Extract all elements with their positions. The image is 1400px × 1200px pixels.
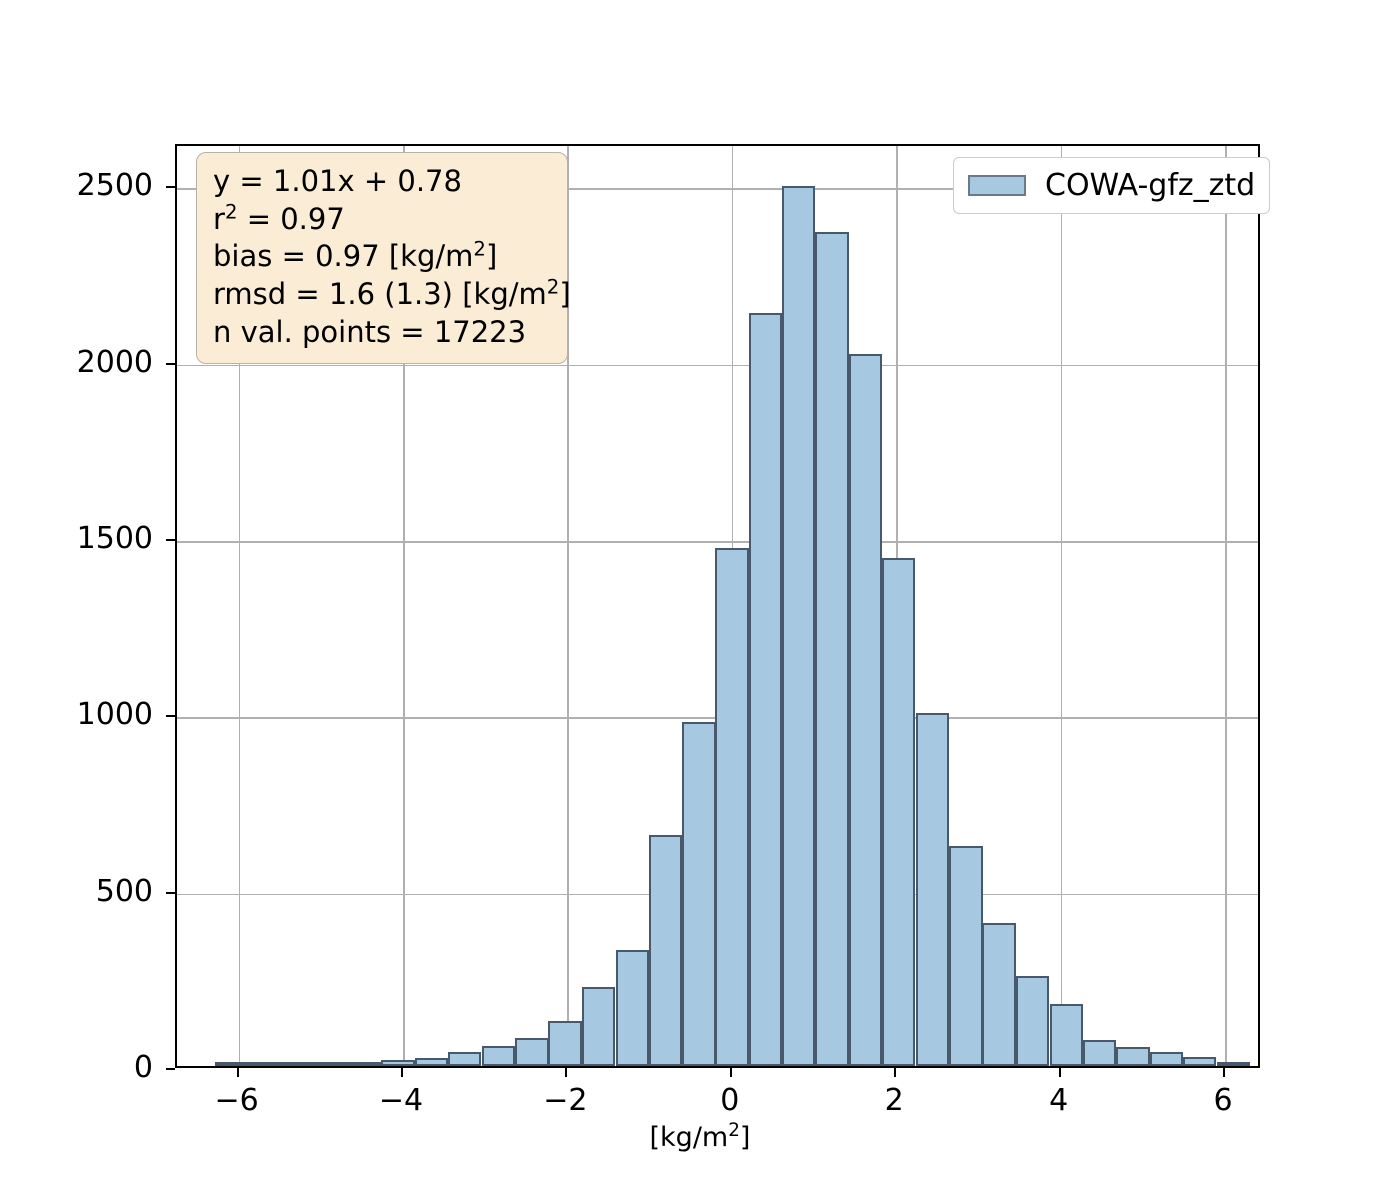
x-tick-mark-0 xyxy=(729,1068,732,1077)
y-tick-label-500: 500 xyxy=(95,873,153,909)
histogram-bar xyxy=(1082,1039,1116,1066)
y-tick-mark-1500 xyxy=(166,538,175,541)
x-tick-mark-neg2 xyxy=(565,1068,568,1077)
histogram-bar xyxy=(715,547,749,1066)
x-tick-mark-4 xyxy=(1058,1068,1061,1077)
histogram-bar xyxy=(1216,1062,1250,1066)
legend-label-cowa-gfz-ztd: COWA-gfz_ztd xyxy=(1045,168,1256,203)
x-axis-label: [kg/m2] xyxy=(649,1120,751,1153)
x-tick-label-neg4: −4 xyxy=(378,1083,424,1118)
histogram-bar xyxy=(347,1061,382,1066)
gridline-vertical-neg4 xyxy=(403,146,405,1066)
histogram-bar xyxy=(615,949,650,1066)
y-tick-label-1500: 1500 xyxy=(76,520,153,556)
gridline-horizontal-2000 xyxy=(177,364,1258,367)
x-tick-mark-neg4 xyxy=(401,1068,404,1077)
histogram-bar xyxy=(247,1062,281,1066)
histogram-bar xyxy=(982,923,1016,1066)
histogram-bar xyxy=(949,845,983,1066)
stats-annotation-box: y = 1.01x + 0.78 r2 = 0.97 bias = 0.97 [kg… xyxy=(196,152,571,365)
y-tick-mark-2000 xyxy=(166,362,175,365)
histogram-bar xyxy=(1182,1057,1217,1066)
histogram-bar xyxy=(314,1062,349,1066)
gridline-vertical-6 xyxy=(1225,146,1227,1066)
histogram-bar xyxy=(448,1051,482,1066)
histogram-bar xyxy=(882,558,916,1066)
histogram-bar xyxy=(1049,1004,1084,1066)
histogram-bar xyxy=(1116,1046,1150,1066)
histogram-bar xyxy=(381,1060,415,1066)
gridline-vertical-neg2 xyxy=(567,146,570,1066)
y-tick-mark-0 xyxy=(166,1068,175,1070)
stat-line-bias: bias = 0.97 [kg/m2] xyxy=(213,237,498,274)
x-tick-label-6: 6 xyxy=(1213,1083,1233,1118)
histogram-bar xyxy=(1015,976,1050,1066)
histogram-bar xyxy=(915,713,950,1066)
gridline-vertical-4 xyxy=(1060,146,1063,1066)
gridline-vertical-neg6 xyxy=(238,146,241,1066)
histogram-bar xyxy=(748,313,783,1066)
x-tick-mark-2 xyxy=(894,1068,897,1077)
histogram-bar xyxy=(815,231,849,1066)
x-tick-label-2: 2 xyxy=(884,1083,904,1118)
histogram-bar xyxy=(682,722,716,1066)
y-tick-mark-1000 xyxy=(166,715,175,718)
stat-line-rmsd: rmsd = 1.6 (1.3) [kg/m2] xyxy=(213,275,571,312)
gridline-horizontal-2500 xyxy=(177,188,1258,190)
histogram-bar xyxy=(581,986,616,1066)
histogram-bar xyxy=(481,1045,516,1066)
stat-line-r2: r2 = 0.97 xyxy=(213,200,345,236)
y-tick-label-2000: 2000 xyxy=(76,344,153,380)
y-tick-mark-2500 xyxy=(166,186,175,189)
x-tick-mark-6 xyxy=(1223,1068,1225,1077)
legend-swatch-cowa-gfz-ztd xyxy=(968,175,1026,196)
stat-line-npoints: n val. points = 17223 xyxy=(213,314,527,349)
legend[interactable]: COWA-gfz_ztd xyxy=(953,157,1271,214)
y-tick-label-2500: 2500 xyxy=(76,168,153,204)
histogram-bar xyxy=(781,186,816,1066)
x-tick-label-0: 0 xyxy=(720,1083,740,1118)
x-tick-label-4: 4 xyxy=(1049,1083,1069,1118)
x-tick-label-neg2: −2 xyxy=(543,1083,588,1118)
histogram-bar xyxy=(548,1020,582,1066)
y-tick-label-0: 0 xyxy=(133,1050,153,1085)
y-tick-mark-500 xyxy=(166,891,175,894)
histogram-bar xyxy=(515,1037,549,1066)
gridline-horizontal-1500 xyxy=(177,540,1258,543)
histogram-bar xyxy=(415,1057,449,1066)
x-tick-mark-neg6 xyxy=(236,1068,239,1077)
y-tick-label-1000: 1000 xyxy=(76,697,153,733)
histogram-bar xyxy=(281,1062,315,1066)
x-tick-label-neg6: −6 xyxy=(214,1083,259,1118)
histogram-bar xyxy=(849,353,883,1066)
histogram-bar xyxy=(1149,1051,1184,1066)
histogram-bar xyxy=(214,1062,248,1066)
histogram-bars xyxy=(177,146,1258,1066)
histogram-bar xyxy=(648,835,682,1066)
stat-line-slope: y = 1.01x + 0.78 xyxy=(213,164,462,198)
